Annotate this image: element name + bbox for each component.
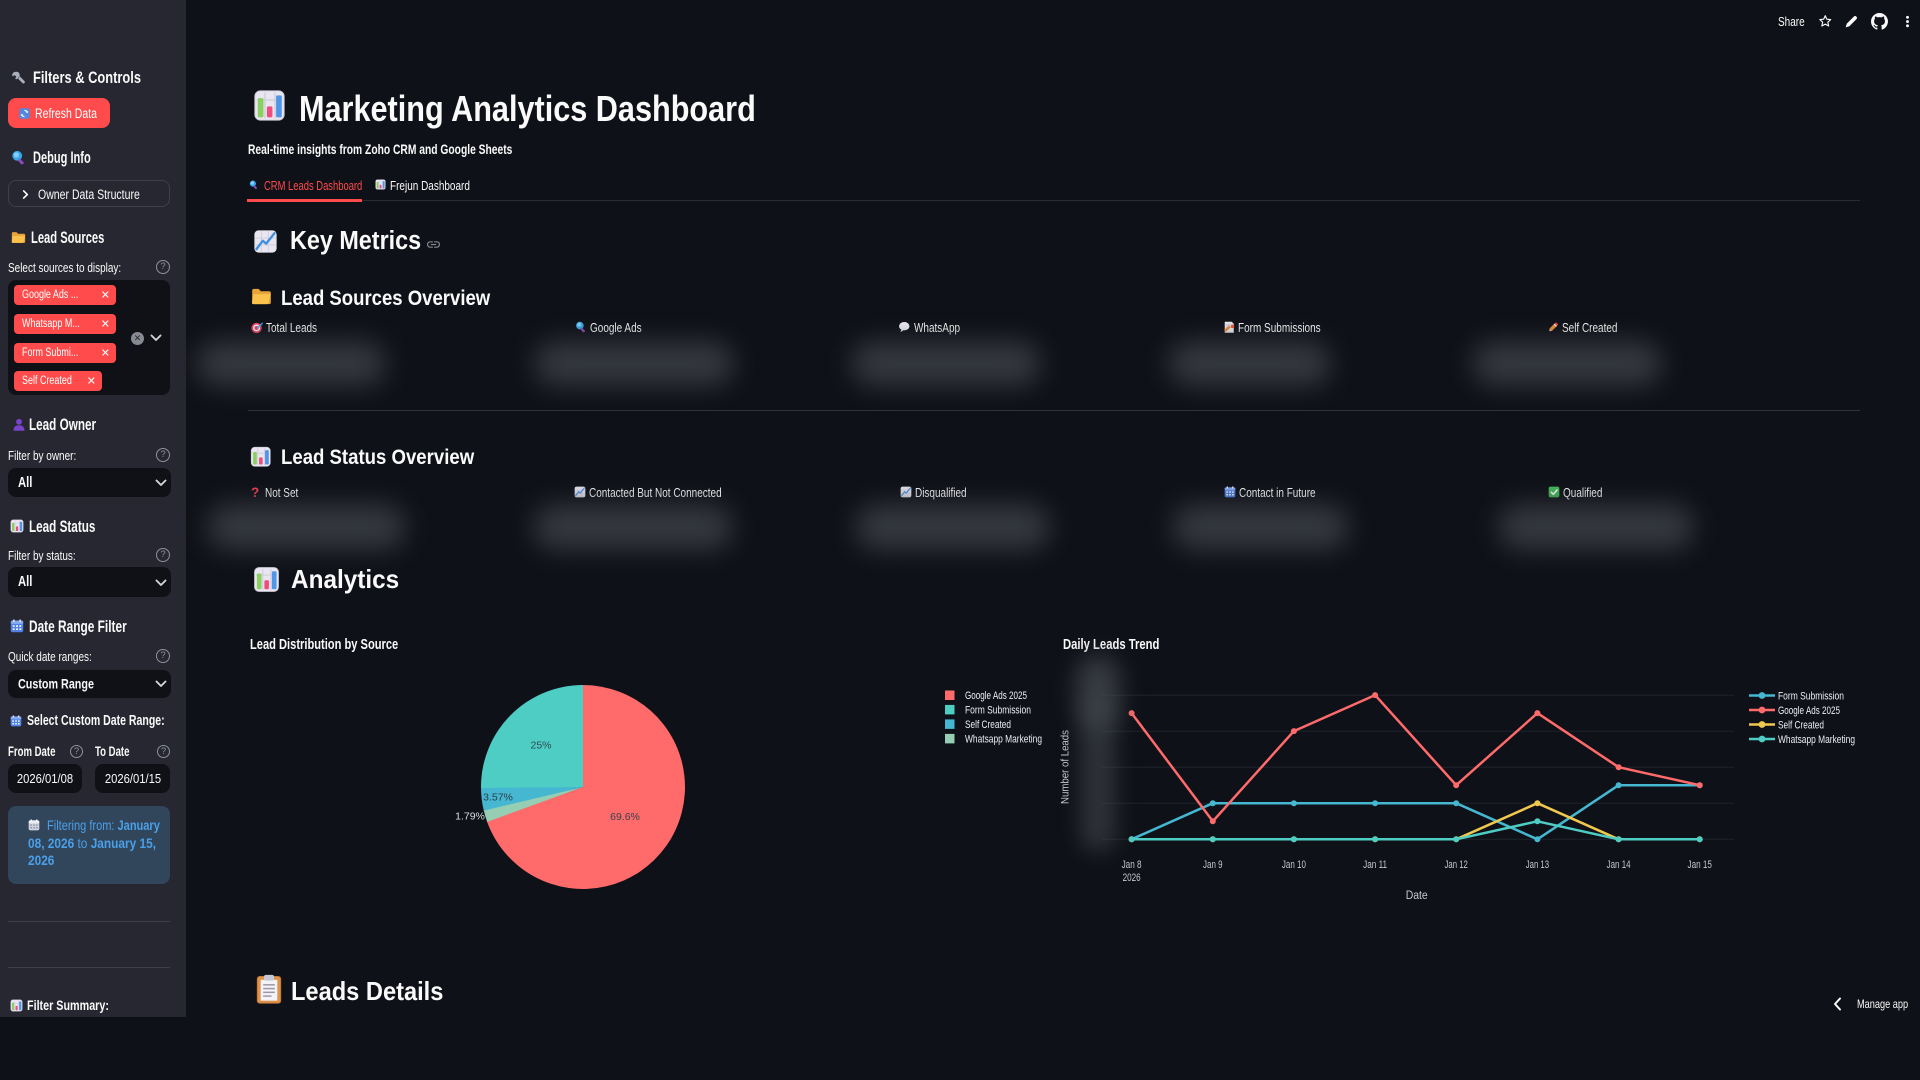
svg-text:69.6%: 69.6% — [610, 811, 640, 823]
svg-text:Self Created: Self Created — [1778, 720, 1824, 732]
svg-text:25%: 25% — [530, 740, 551, 752]
svg-text:Jan 10: Jan 10 — [1282, 859, 1306, 871]
svg-text:Google Ads 2025: Google Ads 2025 — [965, 690, 1027, 702]
svg-text:Jan 13: Jan 13 — [1526, 859, 1549, 871]
svg-text:Number of Leads: Number of Leads — [1060, 730, 1072, 804]
svg-text:2026: 2026 — [1123, 872, 1141, 884]
svg-text:Form Submission: Form Submission — [965, 704, 1031, 716]
svg-text:Jan 8: Jan 8 — [1122, 859, 1142, 871]
svg-text:Jan 12: Jan 12 — [1445, 859, 1468, 871]
svg-text:Jan 9: Jan 9 — [1203, 859, 1223, 871]
svg-text:Jan 15: Jan 15 — [1688, 859, 1712, 871]
svg-text:Date: Date — [1406, 890, 1428, 902]
svg-text:Jan 14: Jan 14 — [1607, 859, 1631, 871]
svg-text:Self Created: Self Created — [965, 719, 1011, 731]
svg-text:3.57%: 3.57% — [483, 792, 513, 804]
svg-text:Form Submission: Form Submission — [1778, 691, 1844, 703]
svg-text:1.79%: 1.79% — [455, 811, 485, 823]
svg-text:Google Ads 2025: Google Ads 2025 — [1778, 705, 1840, 717]
svg-text:Whatsapp Marketing: Whatsapp Marketing — [1778, 734, 1855, 746]
svg-text:Whatsapp Marketing: Whatsapp Marketing — [965, 733, 1042, 745]
svg-text:Jan 11: Jan 11 — [1363, 859, 1387, 871]
